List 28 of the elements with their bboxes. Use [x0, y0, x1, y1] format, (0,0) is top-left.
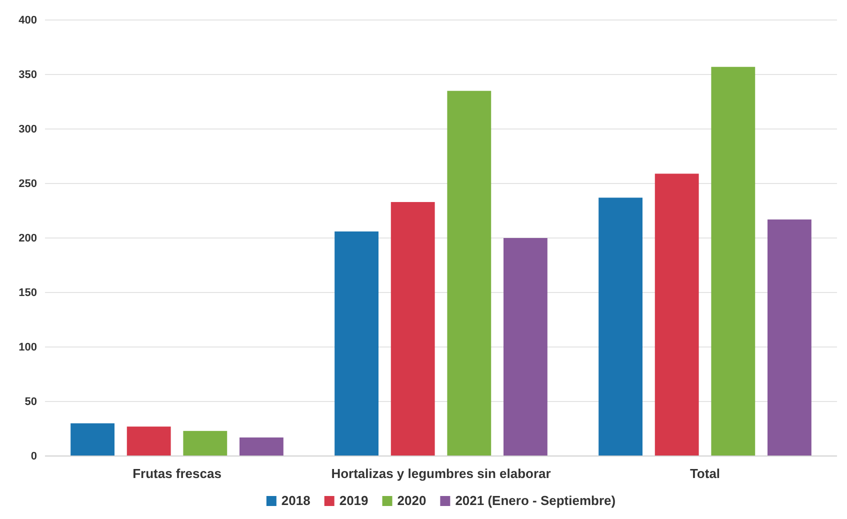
- bar: [654, 174, 699, 456]
- legend-label: 2021 (Enero - Septiembre): [455, 493, 616, 508]
- bar: [334, 231, 379, 456]
- y-tick-label: 150: [18, 287, 37, 300]
- y-tick-label: 400: [18, 14, 37, 27]
- bar: [390, 202, 435, 456]
- bar: [767, 219, 812, 456]
- y-tick-label: 250: [18, 178, 37, 190]
- bar: [126, 426, 171, 456]
- bar: [503, 238, 548, 456]
- y-tick-label: 300: [18, 124, 37, 136]
- y-tick-label: 200: [18, 232, 37, 245]
- y-tick-label: 0: [30, 450, 37, 463]
- x-tick-label: Hortalizas y legumbres sin elaborar: [331, 466, 551, 482]
- bar: [598, 198, 643, 456]
- x-tick-label: Total: [690, 466, 720, 482]
- y-tick-label: 50: [24, 396, 37, 408]
- y-tick-label: 350: [18, 69, 37, 82]
- bar: [711, 66, 756, 456]
- legend-label: 2018: [281, 493, 310, 508]
- x-tick-label: Frutas frescas: [132, 466, 222, 482]
- y-tick-label: 100: [18, 342, 37, 354]
- bar: [447, 90, 492, 456]
- bar: [239, 437, 284, 456]
- bar: [70, 423, 115, 456]
- bar: [183, 430, 228, 456]
- legend-label: 2019: [339, 493, 368, 508]
- legend-label: 2020: [397, 493, 426, 508]
